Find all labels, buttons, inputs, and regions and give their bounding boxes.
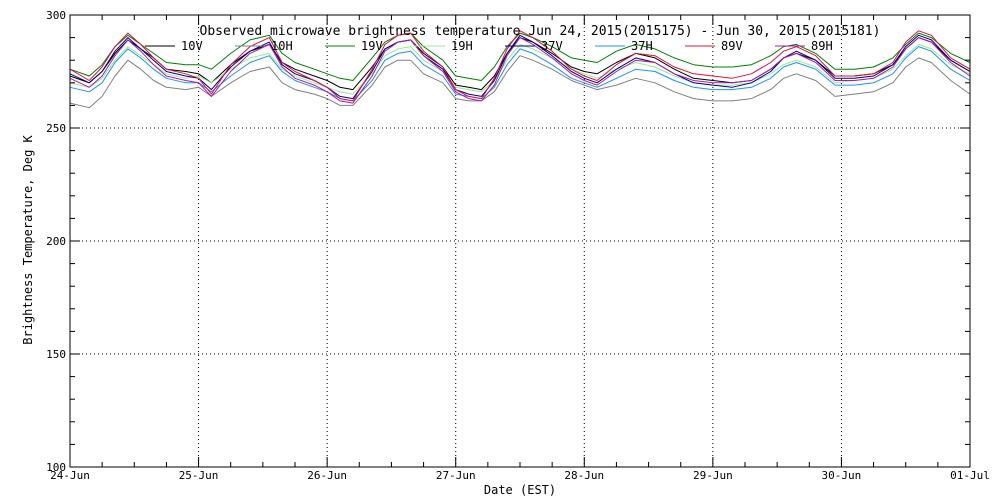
x-tick-label: 24-Jun <box>50 469 90 482</box>
x-tick-label: 29-Jun <box>693 469 733 482</box>
x-tick-label: 25-Jun <box>179 469 219 482</box>
y-axis-title: Brightness Temperature, Deg K <box>21 134 35 344</box>
y-tick-label: 150 <box>46 348 66 361</box>
x-tick-label: 30-Jun <box>822 469 862 482</box>
series-line-19v <box>69 32 971 81</box>
legend-label-89v: 89V <box>721 39 743 53</box>
x-tick-label: 27-Jun <box>436 469 476 482</box>
x-axis-title: Date (EST) <box>484 483 556 497</box>
legend-label-19v: 19V <box>361 39 383 53</box>
y-tick-label: 250 <box>46 122 66 135</box>
series-line-89v <box>69 30 971 102</box>
legend-label-37v: 37V <box>541 39 563 53</box>
legend-label-37h: 37H <box>631 39 653 53</box>
series-line-19h <box>69 43 971 95</box>
series-lines <box>69 30 971 109</box>
series-line-10h <box>69 55 971 109</box>
ticks: 100 150 200 250 300 24-Jun 25-Jun 26-Jun 27-Jun 2… <box>46 9 990 482</box>
y-tick-label: 300 <box>46 9 66 22</box>
x-tick-label: 26-Jun <box>307 469 347 482</box>
y-tick-label: 200 <box>46 235 66 248</box>
series-line-10v <box>69 37 971 91</box>
legend-label-10h: 10H <box>271 39 293 53</box>
grid <box>70 15 970 467</box>
x-tick-label: 01-Jul <box>950 469 990 482</box>
chart-title: Observed microwave brightness temperatur… <box>200 24 881 39</box>
legend-label-19h: 19H <box>451 39 473 53</box>
x-tick-label: 28-Jun <box>564 469 604 482</box>
legend-label-89h: 89H <box>811 39 833 53</box>
legend-label-10v: 10V <box>181 39 203 53</box>
series-line-89h <box>69 37 971 104</box>
legend: 10V 10H 19V 19H 37V 37H 89V 89H <box>145 39 833 53</box>
y-tick-label: 100 <box>46 461 66 474</box>
